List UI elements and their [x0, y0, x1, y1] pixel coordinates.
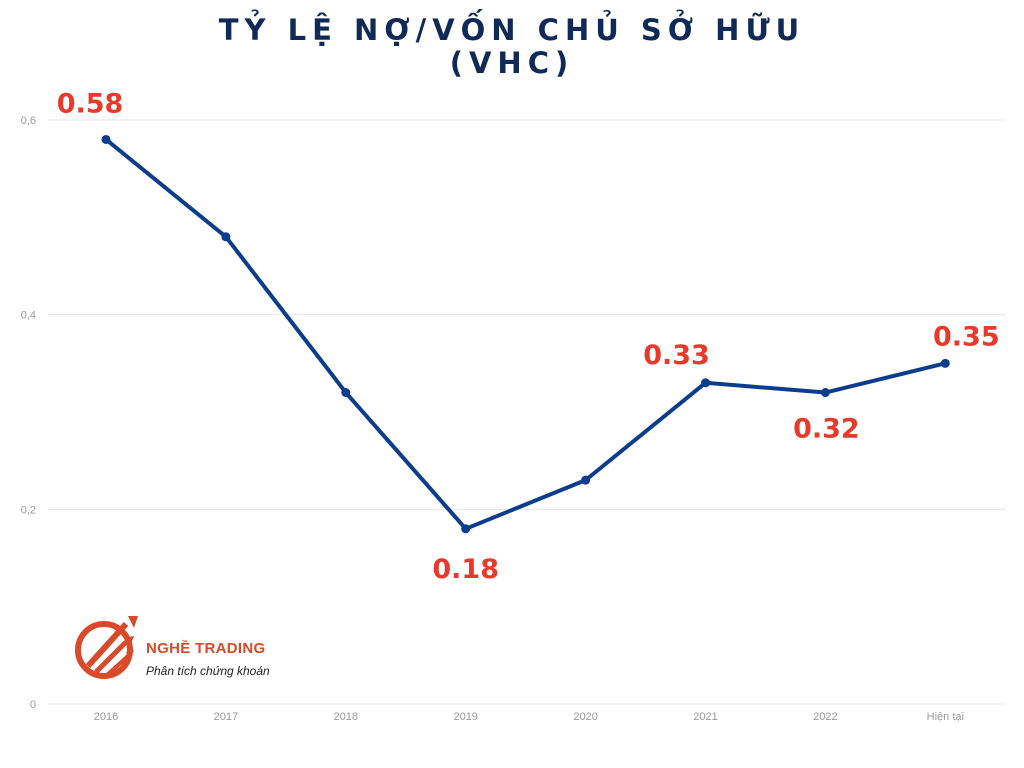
data-point: [820, 388, 830, 398]
x-tick-label: 2022: [813, 711, 837, 723]
data-point: [581, 475, 591, 485]
x-tick-label: 2016: [94, 711, 118, 723]
x-tick-label: Hiện tại: [927, 711, 964, 723]
y-tick-label: 0,6: [21, 115, 36, 127]
x-tick-label: 2017: [214, 711, 238, 723]
data-label: 0.32: [793, 414, 860, 445]
chart-title-line1: TỶ LỆ NỢ/VỐN CHỦ SỞ HỮU: [218, 13, 806, 47]
y-tick-label: 0,4: [21, 310, 36, 322]
data-label: 0.33: [643, 340, 710, 371]
y-tick-label: 0: [30, 699, 36, 711]
data-label: 0.58: [57, 88, 124, 119]
data-point: [341, 388, 351, 398]
data-point: [940, 358, 950, 368]
series-line: [104, 137, 948, 531]
data-point: [221, 232, 231, 242]
x-tick-label: 2019: [453, 711, 477, 723]
y-tick-label: 0,2: [21, 504, 36, 516]
x-tick-label: 2018: [334, 711, 358, 723]
data-label: 0.18: [432, 554, 499, 585]
data-point: [701, 378, 710, 388]
data-point: [101, 134, 111, 144]
data-label: 0.35: [933, 321, 1000, 352]
x-tick-label: 2020: [573, 711, 597, 723]
brand-logo: NGHỀ TRADING Phân tích chứng khoán: [74, 612, 294, 682]
brand-tagline: Phân tích chứng khoán: [146, 664, 270, 678]
chart-title: TỶ LỆ NỢ/VỐN CHỦ SỞ HỮU (VHC): [0, 14, 1024, 80]
x-tick-label: 2021: [693, 711, 717, 723]
data-point: [461, 524, 471, 534]
brand-name: NGHỀ TRADING: [146, 640, 266, 657]
trend-arrow-icon: [75, 616, 138, 679]
chart-title-line2: (VHC): [449, 46, 575, 80]
